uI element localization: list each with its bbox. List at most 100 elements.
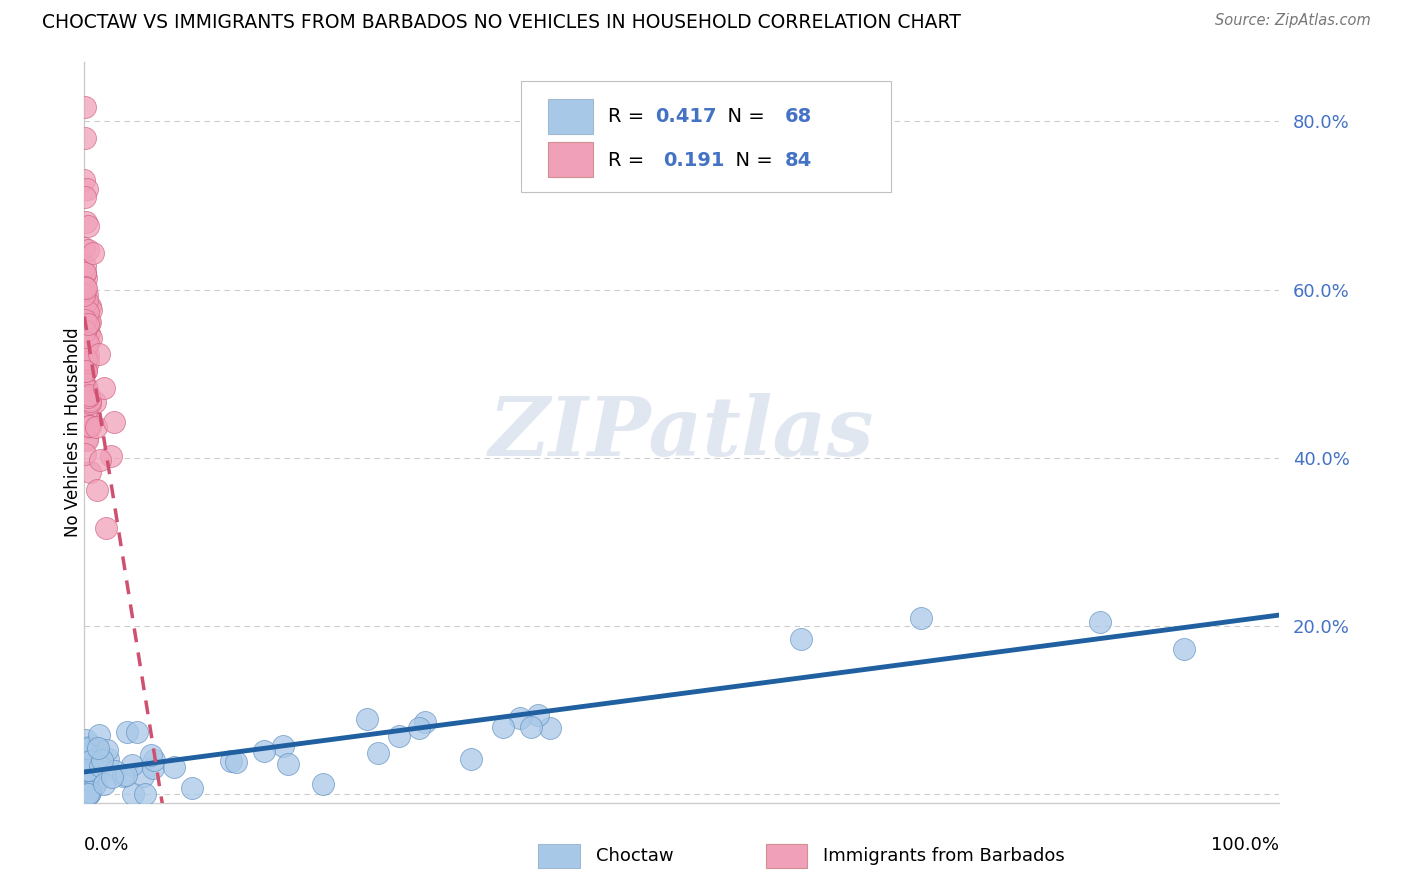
Point xyxy=(94,521,117,535)
Point xyxy=(93,381,115,395)
Point xyxy=(73,447,96,461)
Point xyxy=(790,632,813,646)
Point xyxy=(79,300,101,314)
Point xyxy=(73,756,96,770)
Text: Immigrants from Barbados: Immigrants from Barbados xyxy=(823,847,1064,865)
Point xyxy=(79,396,101,410)
Point xyxy=(225,755,247,769)
Point xyxy=(538,721,561,735)
Point xyxy=(87,728,110,742)
Text: R =: R = xyxy=(607,151,657,169)
Point xyxy=(73,318,96,333)
Point xyxy=(103,415,125,429)
Point xyxy=(75,363,97,377)
Point xyxy=(277,757,299,772)
FancyBboxPatch shape xyxy=(520,81,891,192)
Point xyxy=(73,266,96,280)
Point xyxy=(75,350,97,364)
Point xyxy=(77,740,100,755)
Point xyxy=(100,449,122,463)
Point xyxy=(1090,615,1112,630)
Point xyxy=(91,753,114,767)
FancyBboxPatch shape xyxy=(766,844,807,868)
Point xyxy=(79,765,101,780)
Point xyxy=(77,419,100,434)
Point xyxy=(75,305,97,319)
Point xyxy=(492,720,515,734)
Point xyxy=(181,780,204,795)
Point xyxy=(219,754,242,768)
Point xyxy=(77,392,100,407)
Point xyxy=(76,326,98,340)
Point xyxy=(77,317,100,331)
Point xyxy=(76,768,98,782)
Point xyxy=(75,281,97,295)
Point xyxy=(97,752,120,766)
Point xyxy=(910,610,932,624)
Point xyxy=(103,764,125,778)
Point xyxy=(73,287,96,301)
Point xyxy=(82,748,104,763)
Point xyxy=(75,733,97,747)
Text: 68: 68 xyxy=(785,107,811,126)
Point xyxy=(73,322,96,336)
Point xyxy=(75,131,97,145)
Point xyxy=(79,315,101,329)
Point xyxy=(75,301,97,315)
Point xyxy=(75,358,97,372)
Point xyxy=(77,388,100,402)
Point xyxy=(83,779,105,793)
Point xyxy=(82,246,104,260)
Point xyxy=(76,348,98,362)
Point xyxy=(73,173,96,187)
Point xyxy=(73,740,96,755)
Point xyxy=(77,326,100,341)
Point xyxy=(73,383,96,397)
Point xyxy=(312,777,335,791)
Point xyxy=(75,270,97,285)
Point xyxy=(75,280,97,294)
Point xyxy=(76,787,98,801)
Point xyxy=(83,395,105,409)
Point xyxy=(77,772,100,786)
Point xyxy=(75,363,97,377)
Point xyxy=(76,310,98,325)
Point xyxy=(73,324,96,338)
Point xyxy=(127,725,149,739)
Point xyxy=(75,296,97,310)
Point xyxy=(100,771,122,785)
Point xyxy=(271,739,294,754)
FancyBboxPatch shape xyxy=(548,99,593,135)
Point xyxy=(79,314,101,328)
FancyBboxPatch shape xyxy=(548,142,593,178)
Point xyxy=(139,748,162,763)
Point xyxy=(413,715,436,730)
Text: N =: N = xyxy=(716,107,772,126)
Point xyxy=(75,382,97,396)
Point xyxy=(73,313,96,327)
Point xyxy=(75,755,97,769)
Point xyxy=(73,292,96,306)
Point xyxy=(79,465,101,479)
Point xyxy=(77,336,100,351)
Point xyxy=(79,418,101,433)
Point xyxy=(73,260,96,274)
Point xyxy=(121,758,143,772)
Point xyxy=(93,777,115,791)
Point xyxy=(527,708,550,723)
FancyBboxPatch shape xyxy=(538,844,581,868)
Text: CHOCTAW VS IMMIGRANTS FROM BARBADOS NO VEHICLES IN HOUSEHOLD CORRELATION CHART: CHOCTAW VS IMMIGRANTS FROM BARBADOS NO V… xyxy=(42,13,962,32)
Point xyxy=(76,287,98,301)
Point xyxy=(73,316,96,330)
Point xyxy=(83,769,105,783)
Point xyxy=(73,364,96,378)
Point xyxy=(73,100,96,114)
Point xyxy=(80,744,103,758)
Point xyxy=(86,483,108,498)
Point xyxy=(77,354,100,368)
Point xyxy=(75,357,97,371)
Point xyxy=(142,761,165,775)
Text: Choctaw: Choctaw xyxy=(596,847,673,865)
Point xyxy=(89,758,111,772)
Point xyxy=(76,741,98,756)
